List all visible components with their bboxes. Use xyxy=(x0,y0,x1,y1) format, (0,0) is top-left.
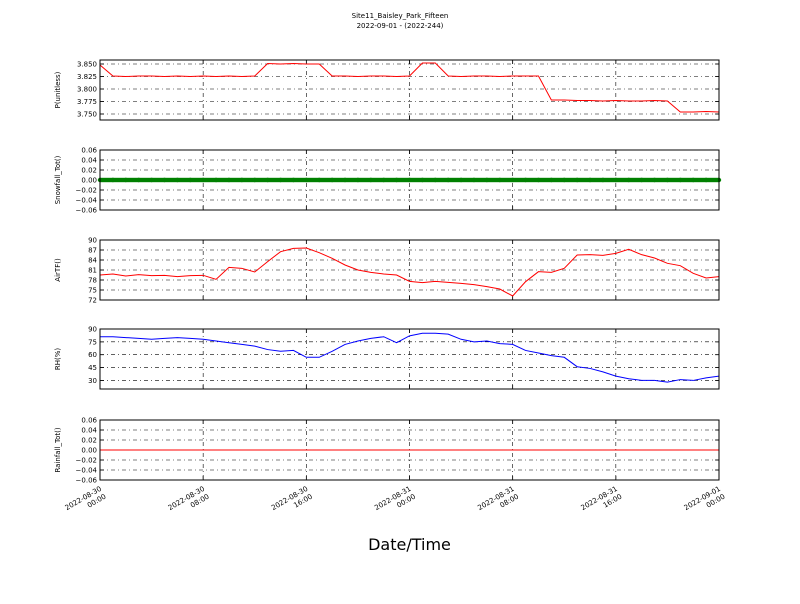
y-tick-label: 78 xyxy=(88,277,97,285)
y-axis-label: Rainfall_Tot() xyxy=(54,427,62,472)
y-tick-label: 90 xyxy=(88,326,97,334)
y-tick-label: 0.06 xyxy=(81,147,97,155)
y-tick-label: 87 xyxy=(88,247,97,255)
chart-subtitle: 2022-09-01 - (2022-244) xyxy=(357,22,444,30)
marker-band xyxy=(100,177,719,183)
y-tick-label: 45 xyxy=(88,364,97,372)
plot-frame xyxy=(99,239,720,301)
plot-frame xyxy=(99,419,720,481)
data-line xyxy=(99,62,720,113)
y-tick-label: 81 xyxy=(88,267,97,275)
x-axis-label: Date/Time xyxy=(368,535,451,554)
plot-frame xyxy=(99,328,720,390)
y-tick-label: −0.06 xyxy=(76,477,98,485)
y-tick-label: 0.02 xyxy=(81,437,97,445)
y-tick-label: 3.775 xyxy=(77,98,97,106)
y-tick-label: −0.02 xyxy=(76,457,97,465)
y-axis-label: RH(%) xyxy=(54,348,62,371)
y-tick-label: 3.750 xyxy=(77,111,97,119)
y-tick-label: −0.06 xyxy=(76,207,98,215)
y-tick-label: 0.04 xyxy=(81,427,97,435)
y-tick-label: 90 xyxy=(88,237,97,245)
y-tick-label: −0.04 xyxy=(76,467,98,475)
y-tick-label: 0.00 xyxy=(81,177,97,185)
chart-title: Site11_Baisley_Park_Fifteen xyxy=(352,12,449,20)
y-tick-label: 75 xyxy=(88,338,97,346)
y-tick-label: 72 xyxy=(88,297,97,305)
y-tick-label: 3.825 xyxy=(77,73,97,81)
y-tick-label: −0.04 xyxy=(76,197,98,205)
y-tick-label: 3.850 xyxy=(77,61,97,69)
y-tick-label: 0.00 xyxy=(81,447,97,455)
data-line xyxy=(99,247,720,297)
y-tick-label: 0.04 xyxy=(81,157,97,165)
data-line xyxy=(100,332,720,383)
y-axis-label: AirTF() xyxy=(54,258,62,282)
y-tick-label: 75 xyxy=(88,287,97,295)
plot-frame xyxy=(99,149,720,211)
y-tick-label: −0.02 xyxy=(76,187,97,195)
y-tick-label: 0.02 xyxy=(81,167,97,175)
plot-frame xyxy=(99,59,720,121)
y-axis-label: P(unitless) xyxy=(54,71,62,108)
y-tick-label: 30 xyxy=(88,377,97,385)
y-tick-label: 0.06 xyxy=(81,417,97,425)
y-tick-label: 60 xyxy=(88,351,97,359)
y-tick-label: 3.800 xyxy=(77,86,97,94)
y-axis-label: Snowfall_Tot() xyxy=(54,155,62,204)
y-tick-label: 84 xyxy=(88,257,97,265)
